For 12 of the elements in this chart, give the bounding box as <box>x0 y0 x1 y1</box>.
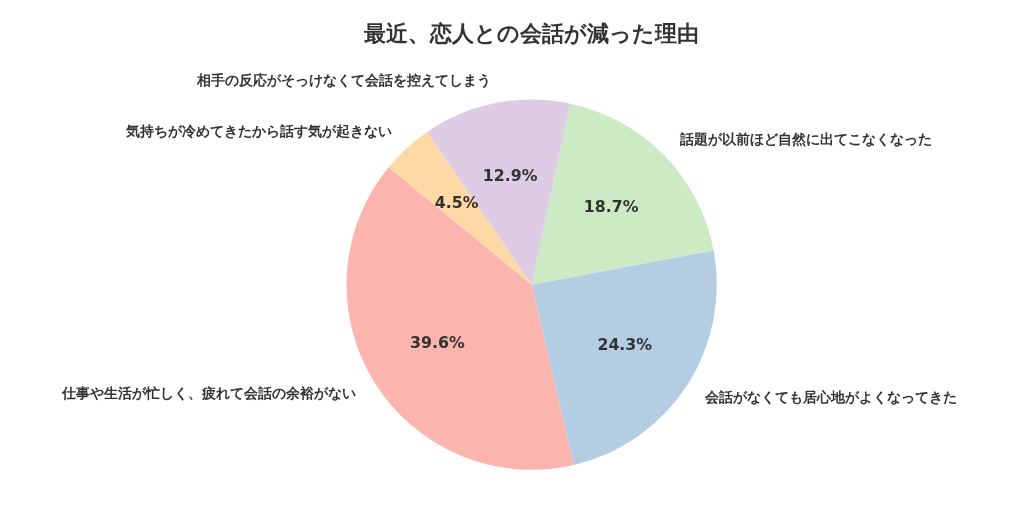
data-label: 39.6% <box>410 333 465 353</box>
data-label: 24.3% <box>597 335 653 355</box>
slice-label: 相手の反応がそっけなくて会話を控えてしまう <box>196 72 492 89</box>
chart-title: 最近、恋人との会話が減った理由 <box>363 21 700 47</box>
slice-label: 会話がなくても居心地がよくなってきた <box>704 388 958 405</box>
data-label: 12.9% <box>482 165 538 185</box>
pie-slice <box>427 99 571 285</box>
data-label: 4.5% <box>434 192 479 212</box>
slice-label: 仕事や生活が忙しく、疲れて会話の余裕がない <box>60 385 356 402</box>
data-label: 18.7% <box>583 197 639 217</box>
slice-label: 気持ちが冷めてきたから話す気が起きない <box>124 122 392 139</box>
slice-label: 話題が以前ほど自然に出てこなくなった <box>679 130 933 147</box>
